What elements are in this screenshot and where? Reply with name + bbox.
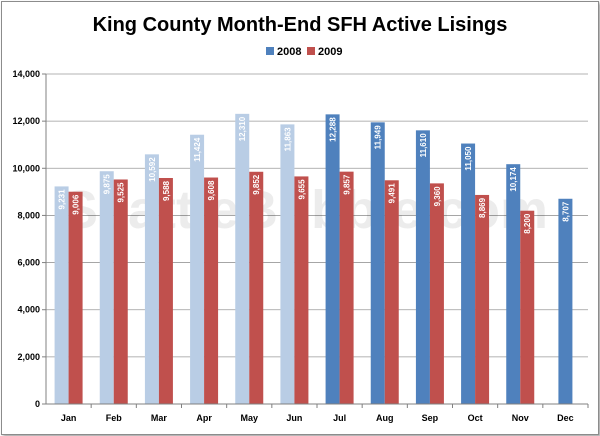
y-tick-label: 10,000 xyxy=(12,163,40,173)
bar-2008-nov xyxy=(506,164,521,404)
bar-value-label: 9,857 xyxy=(343,174,352,195)
x-tick-label: Feb xyxy=(106,413,123,423)
legend-swatch-2008 xyxy=(266,47,274,55)
bar-value-label: 9,608 xyxy=(207,180,216,201)
x-axis-ticks: Jan Feb Mar Apr May Jun Jul Aug Sep Oct Nov Dec xyxy=(61,404,589,423)
bar-2009-aug xyxy=(384,180,399,404)
y-tick-label: 2,000 xyxy=(17,352,40,362)
bar-value-label: 8,200 xyxy=(523,213,532,234)
chart-title: King County Month-End SFH Active Lisings xyxy=(93,14,508,36)
bar-2009-feb xyxy=(113,179,128,404)
bar-2009-apr xyxy=(204,177,219,404)
bar-value-label: 9,360 xyxy=(433,186,442,207)
y-tick-label: 0 xyxy=(35,399,40,409)
y-axis-ticks: 0 2,000 4,000 6,000 8,000 10,000 12,000 14,000 xyxy=(12,69,46,409)
bar-2009-jul xyxy=(339,171,354,404)
bar-value-label: 11,863 xyxy=(283,127,292,152)
legend: 2008 2009 xyxy=(266,46,342,58)
bar-value-label: 9,231 xyxy=(58,189,67,210)
legend-swatch-2009 xyxy=(307,47,315,55)
bar-value-label: 10,592 xyxy=(148,157,157,182)
gridlines xyxy=(46,73,588,358)
x-tick-label: Oct xyxy=(468,413,483,423)
bars: 9,231 9,006 9,875 9,525 10,592 9,588 11,424 9,6… xyxy=(54,113,573,405)
y-tick-label: 12,000 xyxy=(12,116,40,126)
bar-2008-mar xyxy=(144,154,159,404)
y-tick-label: 14,000 xyxy=(12,69,40,79)
bar-2009-may xyxy=(249,171,264,404)
x-tick-label: Mar xyxy=(151,413,168,423)
bar-2009-jan xyxy=(68,191,83,404)
bar-value-label: 11,610 xyxy=(419,133,428,158)
legend-label-2009: 2009 xyxy=(318,46,342,58)
bar-value-label: 9,655 xyxy=(297,179,306,200)
bar-value-label: 11,949 xyxy=(374,125,383,150)
bar-value-label: 8,869 xyxy=(478,197,487,218)
legend-label-2008: 2008 xyxy=(277,46,301,58)
bar-2009-sep xyxy=(429,183,444,404)
bar-2009-oct xyxy=(475,194,490,404)
bar-2009-mar xyxy=(158,177,173,404)
bar-2008-feb xyxy=(99,171,114,404)
bar-value-label: 11,050 xyxy=(464,146,473,171)
bar-value-label: 12,310 xyxy=(238,116,247,141)
x-tick-label: Jan xyxy=(61,413,77,423)
bar-value-label: 9,525 xyxy=(117,182,126,203)
bar-value-label: 8,707 xyxy=(561,201,570,222)
x-tick-label: Nov xyxy=(512,413,529,423)
bar-value-label: 10,174 xyxy=(509,167,518,192)
bar-2008-sep xyxy=(415,130,430,405)
bar-2008-dec xyxy=(558,198,573,404)
bar-value-label: 11,424 xyxy=(193,137,202,162)
bar-2008-jul xyxy=(325,114,340,405)
bar-2008-aug xyxy=(370,122,385,404)
bar-2008-apr xyxy=(190,134,205,404)
bar-2008-may xyxy=(235,113,250,404)
y-tick-label: 4,000 xyxy=(17,305,40,315)
x-tick-label: Jul xyxy=(333,413,346,423)
x-tick-label: Aug xyxy=(376,413,394,423)
bar-2008-jun xyxy=(280,124,295,405)
bar-value-label: 9,491 xyxy=(388,183,397,204)
x-tick-label: Dec xyxy=(557,413,574,423)
bar-2009-jun xyxy=(294,176,309,404)
bar-2008-oct xyxy=(461,143,476,405)
x-tick-label: Sep xyxy=(422,413,439,423)
bar-value-label: 9,006 xyxy=(72,194,81,215)
x-tick-label: May xyxy=(240,413,258,423)
y-tick-label: 8,000 xyxy=(17,210,40,220)
bar-value-label: 9,852 xyxy=(252,174,261,195)
y-tick-label: 6,000 xyxy=(17,258,40,268)
bar-value-label: 9,875 xyxy=(103,174,112,195)
x-tick-label: Jun xyxy=(286,413,302,423)
bar-value-label: 12,288 xyxy=(329,117,338,142)
x-tick-label: Apr xyxy=(196,413,212,423)
bar-value-label: 9,588 xyxy=(162,180,171,201)
bar-2009-nov xyxy=(520,210,535,404)
bar-2008-jan xyxy=(54,186,69,404)
